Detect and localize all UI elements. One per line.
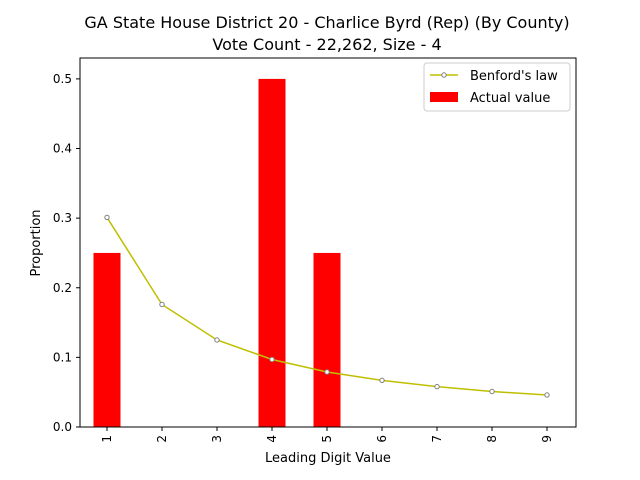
x-tick-label: 2 (155, 435, 169, 443)
legend: Benford's law Actual value (423, 62, 571, 112)
x-tick-label: 8 (485, 435, 499, 443)
chart-subtitle: Vote Count - 22,262, Size - 4 (212, 35, 441, 54)
benford-point-6 (379, 377, 385, 384)
y-tick-label: 0.1 (53, 350, 72, 364)
benford-point-2 (159, 301, 165, 308)
y-tick-label: 0.5 (53, 72, 72, 86)
benford-point-4 (269, 356, 275, 363)
x-tick-label: 5 (320, 435, 334, 443)
plot-area: 0.0 0.1 0.2 0.3 0.4 0.5 1 2 3 4 5 6 7 8 9 (53, 57, 577, 443)
legend-label-benford: Benford's law (470, 69, 558, 84)
bar-digit-1 (93, 252, 121, 427)
benford-point-1 (104, 214, 110, 221)
legend-box (423, 62, 571, 112)
x-tick-label: 4 (265, 435, 279, 443)
x-axis-label: Leading Digit Value (265, 451, 391, 466)
x-tick-label: 7 (430, 435, 444, 443)
bar-digit-5 (313, 252, 341, 427)
x-tick-label: 3 (210, 435, 224, 443)
plot-frame (79, 57, 577, 428)
legend-label-actual: Actual value (470, 91, 550, 106)
benford-point-9 (544, 392, 550, 398)
y-tick-label: 0.4 (53, 142, 72, 156)
legend-line-marker (441, 72, 447, 78)
legend-bar-swatch (430, 92, 458, 102)
chart-title: GA State House District 20 - Charlice By… (84, 13, 569, 32)
benford-point-5 (324, 369, 330, 375)
benford-point-7 (434, 383, 440, 390)
bar-digit-4 (258, 78, 286, 428)
y-tick-label: 0.2 (53, 281, 72, 295)
x-tick-label: 9 (540, 435, 554, 443)
y-axis-label: Proportion (29, 209, 44, 276)
x-tick-label: 6 (375, 435, 389, 443)
y-tick-label: 0.3 (53, 211, 72, 225)
y-tick-label: 0.0 (53, 420, 72, 434)
benford-point-8 (489, 388, 495, 395)
x-tick-label: 1 (100, 435, 114, 443)
benford-point-3 (214, 337, 220, 343)
